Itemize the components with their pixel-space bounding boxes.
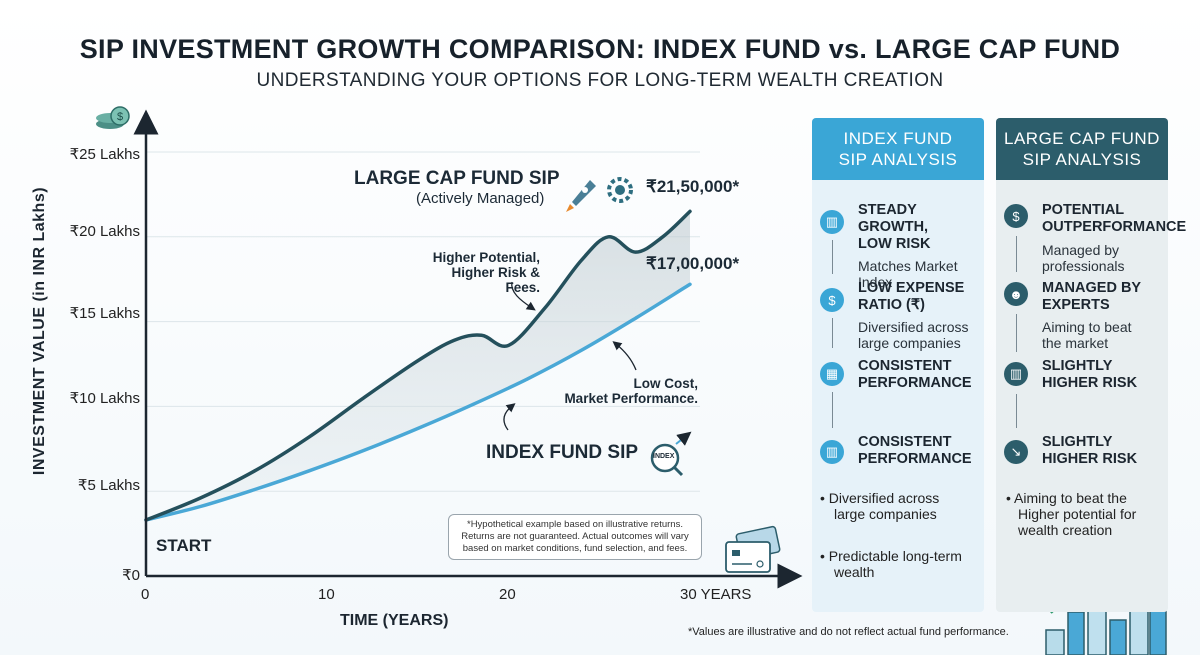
growth-chart-icon: ▥ <box>1004 362 1028 386</box>
large-cap-feature-item: POTENTIAL OUTPERFORMANCE Managed by prof… <box>1042 202 1187 274</box>
y-tick-label: ₹15 Lakhs <box>69 305 140 322</box>
index-feature-item: LOW EXPENSE RATIO (₹) Diversified across… <box>858 280 969 351</box>
money-bag-icon: $ <box>820 288 844 312</box>
index-feature-item: CONSISTENT PERFORMANCE <box>858 358 972 391</box>
x-tick-label: 10 <box>318 586 335 603</box>
svg-text:$: $ <box>117 111 123 123</box>
page-subtitle: UNDERSTANDING YOUR OPTIONS FOR LONG-TERM… <box>256 70 944 91</box>
large-cap-series-label: LARGE CAP FUND SIP <box>354 168 560 189</box>
x-tick-label: 30 YEARS <box>680 586 752 603</box>
higher-potential-note: Higher Potential, Higher Risk & Fees. <box>432 250 540 295</box>
start-label: START <box>156 536 212 555</box>
y-tick-label: ₹5 Lakhs <box>77 477 140 494</box>
large-cap-feature-item: SLIGHTLY HIGHER RISK <box>1042 434 1138 467</box>
hypothetical-note: *Hypothetical example based on illustrat… <box>448 514 702 560</box>
y-tick-label: ₹10 Lakhs <box>69 390 140 407</box>
annotation-arrow-index <box>612 341 637 371</box>
annotation-arrow-index-label <box>503 403 516 431</box>
index-bullet: • Diversified across large companies <box>820 490 940 522</box>
rocket-icon <box>566 180 596 212</box>
connector-line <box>1016 314 1017 352</box>
y-tick-label: ₹20 Lakhs <box>69 223 140 240</box>
magnifier-index-icon <box>650 431 692 477</box>
connector-line <box>832 318 833 348</box>
actively-managed-label: (Actively Managed) <box>416 190 545 207</box>
index-badge: INDEX <box>653 453 675 460</box>
index-fund-line <box>144 282 692 522</box>
index-fund-panel: INDEX FUND SIP ANALYSIS ▥ $ ▦ ▥ STEADY G… <box>812 118 984 612</box>
growth-chart-icon: ▥ <box>820 210 844 234</box>
connector-line <box>832 240 833 274</box>
index-final-value: ₹17,00,000* <box>646 254 740 273</box>
money-growth-icon: $ <box>1004 204 1028 228</box>
page-title: SIP INVESTMENT GROWTH COMPARISON: INDEX … <box>79 34 1121 64</box>
index-feature-item: STEADY GROWTH, LOW RISK Matches Market I… <box>858 202 958 290</box>
x-tick-label: 20 <box>499 586 516 603</box>
connector-line <box>1016 236 1017 272</box>
connector-line <box>1016 394 1017 428</box>
expert-icon: ☻ <box>1004 282 1028 306</box>
growth-chart-icon: ▥ <box>820 440 844 464</box>
credit-card-icon <box>725 525 781 573</box>
x-axis-label: TIME (YEARS) <box>340 612 449 629</box>
large-cap-fund-line <box>144 209 692 522</box>
index-panel-header: INDEX FUND SIP ANALYSIS <box>812 118 984 180</box>
connector-line <box>832 392 833 428</box>
footnote: *Values are illustrative and do not refl… <box>688 626 1009 638</box>
y-axis-label: INVESTMENT VALUE (in INR Lakhs) <box>31 186 48 476</box>
large-cap-panel-header: LARGE CAP FUND SIP ANALYSIS <box>996 118 1168 180</box>
low-cost-note: Low Cost, Market Performance. <box>564 376 698 406</box>
large-cap-feature-item: SLIGHTLY HIGHER RISK <box>1042 358 1138 391</box>
index-series-label: INDEX FUND SIP <box>486 442 639 463</box>
large-cap-feature-item: MANAGED BY EXPERTS Aiming to beat the ma… <box>1042 280 1142 351</box>
large-cap-bullet: • Aiming to beat the Higher potential fo… <box>1006 490 1137 538</box>
index-feature-item: CONSISTENT PERFORMANCE <box>858 434 972 467</box>
building-icon: ▦ <box>820 362 844 386</box>
area-between-series <box>146 211 690 520</box>
coins-icon: $ <box>96 106 130 129</box>
large-cap-final-value: ₹21,50,000* <box>646 177 740 196</box>
y-tick-label: ₹0 <box>122 567 140 584</box>
x-tick-label: 0 <box>141 586 150 603</box>
index-bullet: • Predictable long-term wealth <box>820 548 962 580</box>
gear-icon <box>607 177 633 203</box>
y-tick-label: ₹25 Lakhs <box>69 146 140 163</box>
large-cap-fund-panel: LARGE CAP FUND SIP ANALYSIS $ ☻ ▥ ↘ POTE… <box>996 118 1186 612</box>
trend-down-icon: ↘ <box>1004 440 1028 464</box>
annotation-arrow-large-cap <box>511 281 536 311</box>
